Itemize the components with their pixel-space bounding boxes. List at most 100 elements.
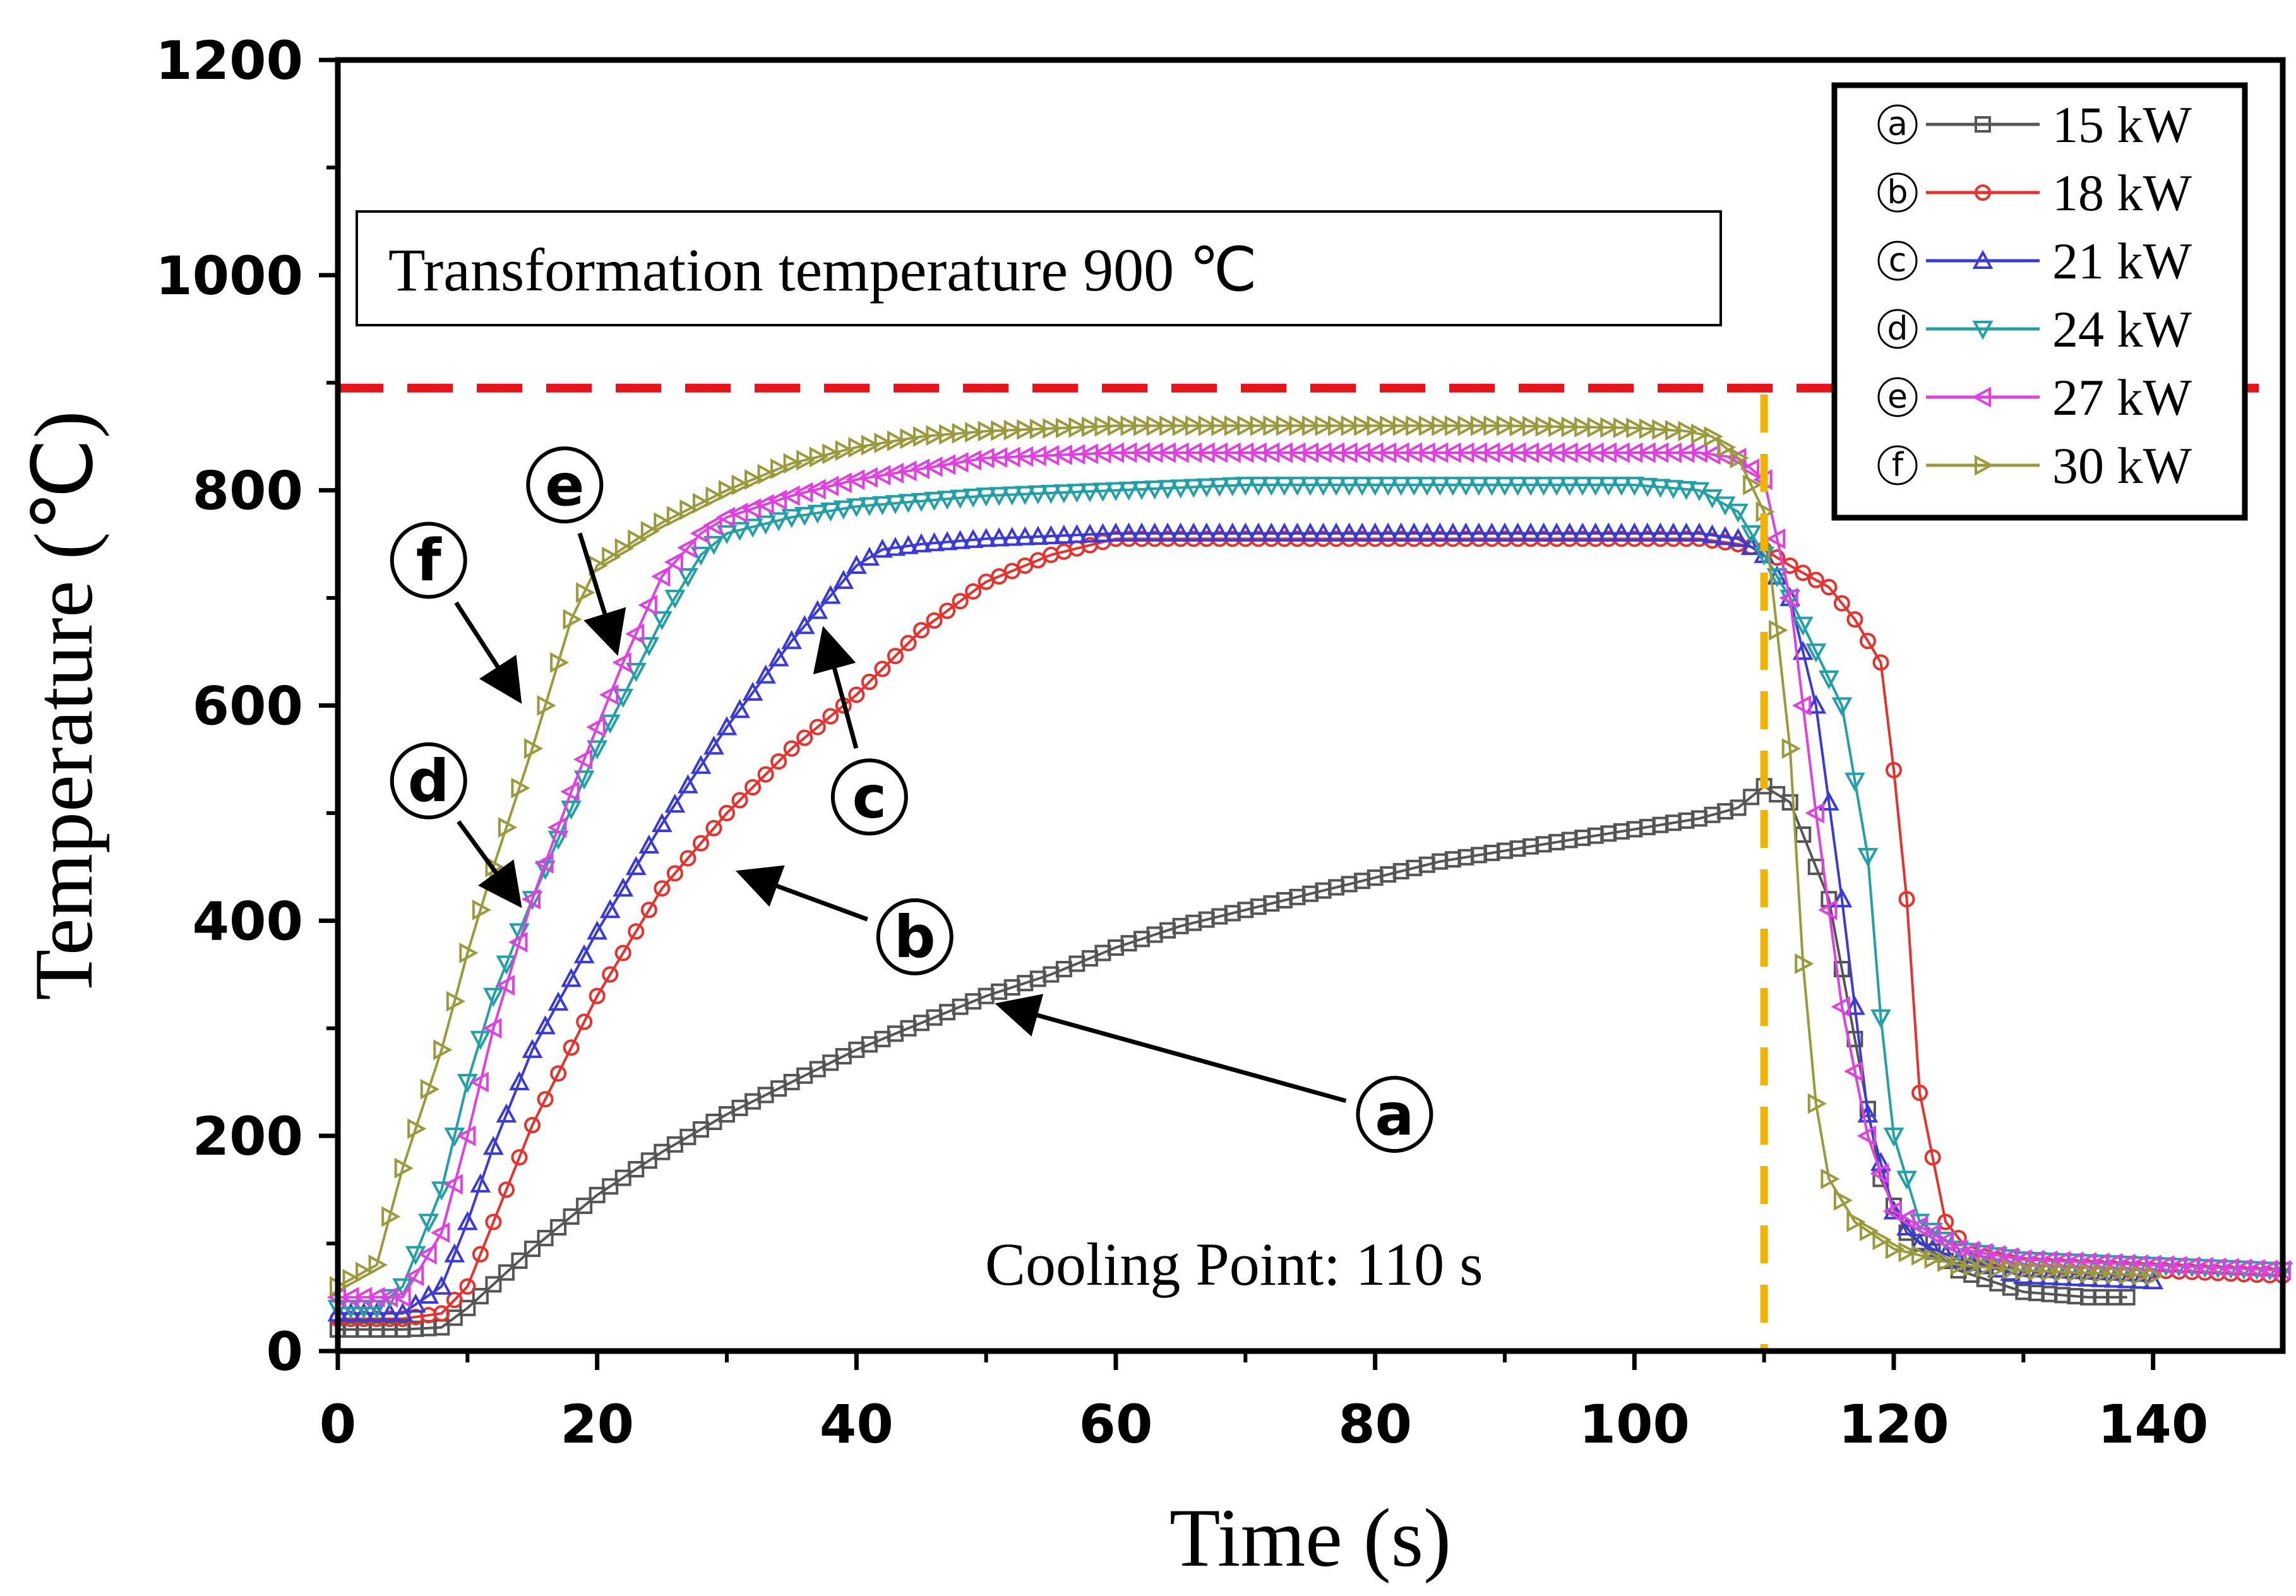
data-point-marker [898,535,919,554]
data-point-marker [2039,1266,2060,1285]
data-point-marker [1676,522,1697,542]
data-point-marker [1315,415,1334,436]
data-point-marker [1067,484,1087,503]
data-point-marker [654,512,673,533]
data-point-marker [1429,477,1450,496]
data-point-marker [1650,479,1671,498]
data-point-marker [511,1149,528,1166]
data-point-marker [1014,526,1036,545]
data-point-marker [1743,474,1762,496]
data-point-marker [1743,789,1760,806]
y-tick-label: 1000 [155,245,303,307]
data-point-marker [1766,568,1788,588]
data-point-marker [833,500,854,520]
data-point-marker [498,1181,515,1198]
data-point-marker [796,729,813,746]
data-point-marker [1497,415,1516,436]
data-point-marker [2091,1268,2112,1287]
legend-letter-circle [1877,445,1918,485]
data-point-marker [1131,480,1152,501]
data-point-marker [495,975,515,996]
callout-letter: d [408,747,450,815]
data-point-marker [1027,485,1049,504]
data-point-marker [1546,522,1567,542]
x-tick-label: 100 [1579,1393,1690,1455]
callout-arrow [735,865,868,922]
data-point-marker [1183,522,1204,542]
data-point-marker [1882,1201,1902,1222]
data-point-marker [1157,480,1178,499]
data-point-marker [547,817,567,838]
data-point-marker [2119,1289,2136,1306]
data-point-marker [614,538,634,559]
data-point-marker [431,1222,450,1243]
data-point-marker [2002,1259,2021,1280]
data-point-marker [1911,1244,1931,1266]
data-point-marker [965,583,982,600]
callout-arrow [813,626,859,749]
data-point-marker [861,434,881,456]
legend-label: 30 kW [2052,437,2192,494]
data-point-marker [459,943,479,963]
data-point-marker [1807,1093,1827,1114]
data-point-marker [1533,522,1554,542]
data-point-marker [651,566,671,587]
cooling-point-label: Cooling Point: 110 s [985,1230,1483,1298]
legend-marker [1975,116,1991,133]
data-point-marker [1040,525,1061,545]
data-point-marker [950,530,971,549]
legend-label: 15 kW [2052,96,2192,153]
data-point-marker [1289,415,1308,436]
callout-circle [390,521,467,599]
data-point-marker [719,480,738,501]
data-point-marker [1792,695,1812,716]
data-point-marker [1728,528,1749,547]
data-point-marker [1092,482,1113,502]
data-point-marker [1261,522,1282,542]
data-point-marker [379,1302,400,1322]
data-point-marker [470,1030,491,1050]
data-point-marker [1276,415,1296,436]
data-point-marker [1432,415,1451,436]
data-point-marker [1079,483,1101,503]
data-point-marker [1976,1256,1995,1278]
data-point-marker [1442,522,1464,542]
data-point-marker [988,487,1010,506]
callout-circle [876,898,954,975]
data-point-marker [874,660,891,677]
data-point-marker [2041,1261,2060,1282]
data-point-marker [744,469,764,490]
data-point-marker [405,1265,424,1287]
data-point-marker [446,991,465,1012]
data-point-marker [1844,1061,1863,1082]
data-point-marker [1559,477,1581,496]
data-point-marker [1650,522,1671,542]
data-point-marker [820,475,839,497]
data-point-marker [1377,477,1399,496]
data-point-marker [550,1219,567,1236]
data-point-marker [1300,522,1321,542]
data-point-marker [703,735,724,755]
data-point-marker [599,899,621,919]
data-point-marker [848,437,868,458]
y-tick-label: 0 [266,1321,303,1383]
data-point-marker [1287,522,1308,542]
data-point-marker [1494,477,1516,496]
data-point-marker [381,1206,401,1227]
legend: a 15 kW b 18 kW c 21 kW d 24 kW e 27 kW f 30 kW [1831,82,2248,521]
x-tick-label: 80 [1338,1393,1412,1455]
y-axis-title: Temperature (℃) [17,410,110,1000]
data-point-marker [988,527,1010,547]
legend-marker [1975,455,1994,476]
data-point-marker [1170,522,1192,542]
data-point-marker [1300,477,1321,496]
data-point-marker [1120,415,1140,436]
data-point-marker [950,489,971,509]
data-point-marker [563,1039,580,1056]
data-point-marker [1483,415,1503,436]
data-point-marker [638,637,660,657]
data-point-marker [1403,522,1425,542]
callout: b [735,865,954,975]
data-point-marker [1818,899,1838,920]
data-point-marker [1846,1212,1866,1232]
